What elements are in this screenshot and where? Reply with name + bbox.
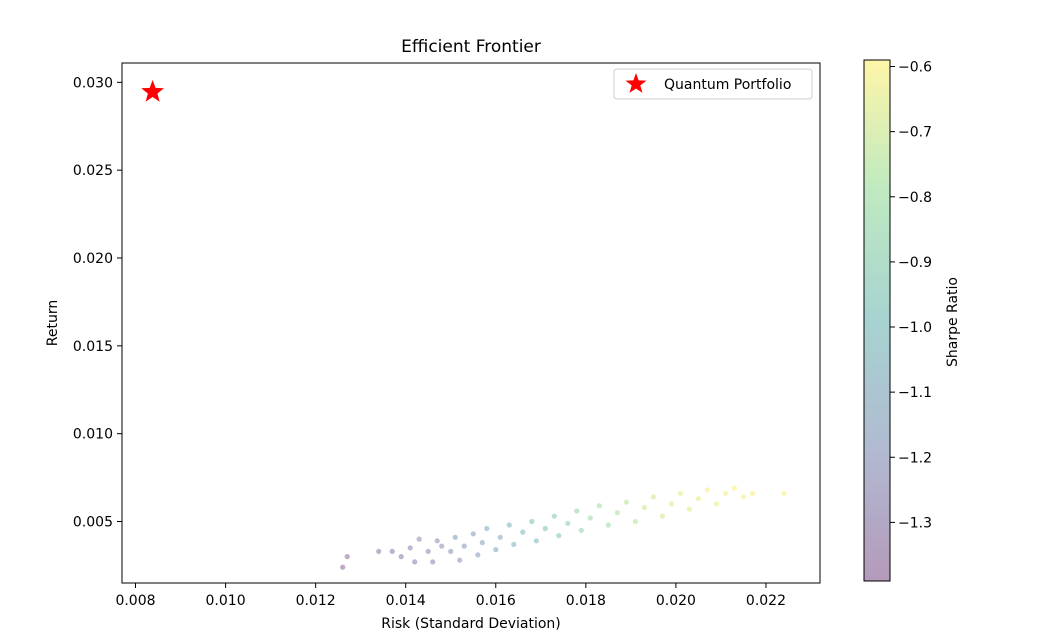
scatter-point [439, 543, 445, 549]
scatter-points [340, 485, 787, 570]
x-tick-label: 0.012 [296, 593, 336, 609]
colorbar-tick-label: −0.8 [898, 190, 932, 206]
colorbar-tick-label: −1.0 [898, 320, 932, 336]
colorbar-tick-label: −0.7 [898, 125, 932, 141]
y-axis-label: Return [45, 300, 61, 346]
scatter-point [713, 501, 720, 507]
scatter-point [448, 548, 454, 555]
legend: Quantum Portfolio [613, 68, 813, 100]
colorbar-ticks: −1.3 −1.2 −1.1 −1.0 −0.9 −0.8 −0.7 −0.6 [890, 60, 932, 531]
scatter-point [475, 552, 481, 558]
scatter-point [677, 490, 684, 496]
scatter-point [452, 534, 458, 540]
scatter-point [695, 496, 702, 502]
scatter-point [623, 499, 630, 505]
x-tick-label: 0.014 [386, 593, 426, 609]
scatter-point [605, 522, 611, 528]
colorbar: −1.3 −1.2 −1.1 −1.0 −0.9 −0.8 −0.7 −0.6 Sharpe … [863, 59, 961, 582]
plot-area-frame [121, 62, 821, 584]
y-tick-label: 0.020 [73, 251, 113, 267]
x-tick-label: 0.008 [115, 593, 155, 609]
colorbar-tick-label: −0.6 [898, 60, 932, 76]
scatter-point [376, 548, 382, 555]
x-tick-label: 0.016 [476, 593, 516, 609]
scatter-point [506, 522, 512, 528]
colorbar-tick-label: −1.1 [898, 385, 932, 401]
scatter-point [470, 531, 476, 537]
x-tick-label: 0.010 [206, 593, 246, 609]
scatter-point [461, 543, 467, 549]
colorbar-label: Sharpe Ratio [945, 277, 961, 367]
chart-title: Efficient Frontier [401, 37, 541, 57]
scatter-point [493, 547, 499, 553]
scatter-point [614, 510, 621, 516]
scatter-point [659, 513, 666, 519]
scatter-point [511, 541, 517, 548]
quantum-portfolio-star [141, 80, 164, 102]
scatter-point [632, 518, 639, 525]
scatter-point [704, 487, 711, 493]
y-tick-label: 0.030 [73, 75, 113, 91]
scatter-point [740, 494, 747, 500]
scatter-point [340, 564, 346, 570]
scatter-point [686, 506, 693, 512]
scatter-point [484, 525, 490, 532]
scatter-point [344, 554, 350, 560]
scatter-point [587, 515, 593, 521]
scatter-point [574, 508, 580, 514]
y-tick-label: 0.005 [73, 515, 113, 531]
colorbar-frame [863, 59, 891, 582]
colorbar-tick-label: −0.9 [898, 255, 932, 271]
scatter-point [668, 501, 675, 507]
x-axis-label: Risk (Standard Deviation) [381, 616, 561, 632]
x-tick-label: 0.020 [656, 593, 696, 609]
scatter-point [416, 536, 422, 542]
legend-label: Quantum Portfolio [664, 77, 791, 93]
y-tick-label: 0.010 [73, 427, 113, 443]
x-tick-label: 0.018 [566, 593, 606, 609]
colorbar-gradient [864, 60, 890, 581]
scatter-point [412, 559, 418, 565]
y-tick-label: 0.025 [73, 163, 113, 179]
scatter-point [542, 525, 548, 532]
scatter-point [398, 554, 404, 560]
x-axis-ticks: 0.008 0.010 0.012 0.014 0.016 0.018 0.020 0.022 [115, 583, 786, 609]
scatter-point [556, 533, 562, 539]
scatter-point [533, 538, 539, 544]
x-tick-label: 0.022 [746, 593, 786, 609]
scatter-point [650, 494, 657, 500]
scatter-point [578, 527, 584, 533]
colorbar-tick-label: −1.2 [898, 450, 932, 466]
legend-box [613, 68, 813, 100]
scatter-point [731, 485, 738, 491]
y-axis-ticks: 0.005 0.010 0.015 0.020 0.025 0.030 [73, 75, 122, 531]
scatter-point [749, 490, 756, 496]
scatter-point [551, 513, 557, 519]
scatter-point [430, 559, 436, 565]
scatter-point [407, 545, 413, 551]
scatter-point [781, 490, 787, 496]
scatter-point [479, 540, 485, 546]
scatter-point [520, 529, 526, 535]
scatter-point [722, 490, 729, 496]
y-tick-label: 0.015 [73, 339, 113, 355]
scatter-point [565, 520, 571, 526]
scatter-point [457, 557, 463, 563]
scatter-point [389, 548, 395, 555]
scatter-point [641, 504, 648, 511]
legend-star-icon [625, 73, 647, 93]
colorbar-tick-label: −1.3 [898, 515, 932, 531]
scatter-point [434, 538, 440, 544]
scatter-point [497, 534, 503, 540]
scatter-point [529, 518, 535, 525]
scatter-point [596, 503, 602, 509]
scatter-point [425, 548, 431, 555]
